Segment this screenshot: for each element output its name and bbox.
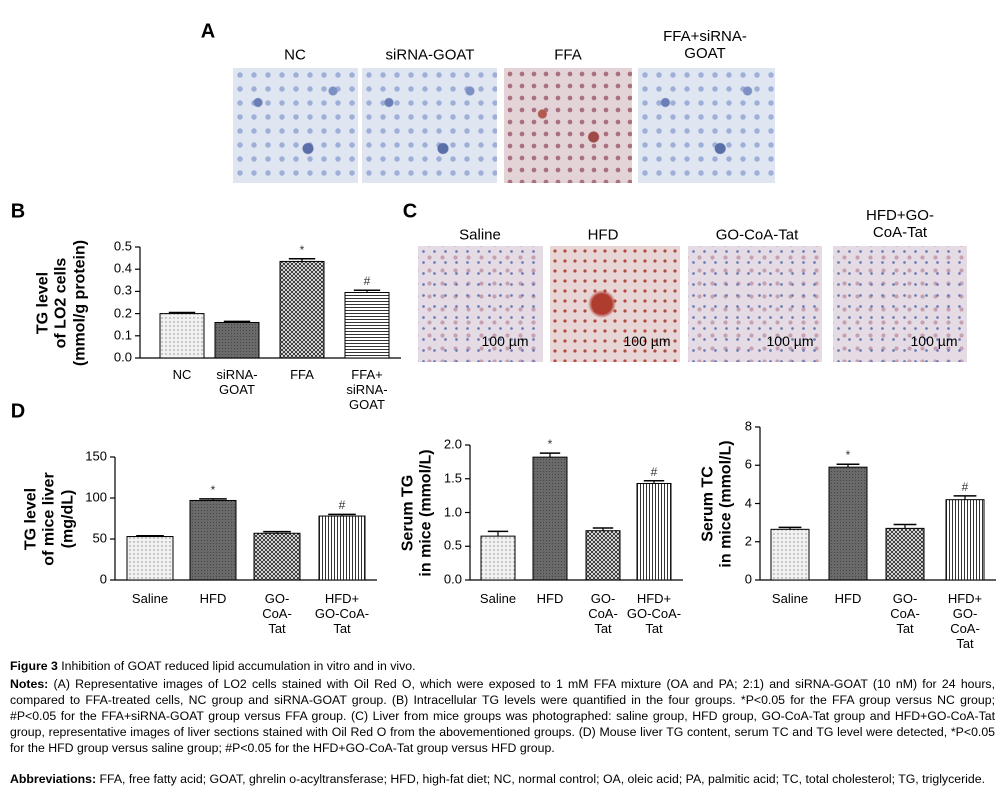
x-tick-label: Saline (131, 591, 169, 606)
caption-text: Inhibition of GOAT reduced lipid accumul… (61, 659, 416, 673)
x-tick-label: FFA (290, 367, 314, 382)
y-tick-label: 0.0 (113, 349, 132, 365)
significance-marker: * (299, 242, 305, 257)
caption-text: (A) Representative images of LO2 cells s… (10, 677, 995, 755)
y-tick-label: 0.4 (113, 260, 132, 276)
significance-marker: # (363, 274, 371, 289)
micrograph (418, 246, 543, 362)
y-axis-label: Serum TC in mice (mmol/L) (699, 439, 735, 568)
scale-bar-label: 100 µm (481, 332, 529, 349)
x-tick-label: HFD+ GO-CoA- Tat (626, 591, 682, 636)
bar (885, 527, 925, 581)
bar (770, 528, 810, 581)
y-tick-label: 0.1 (113, 327, 132, 343)
caption-text: Notes: (10, 677, 49, 691)
x-tick-label: FFA+ siRNA- GOAT (346, 367, 388, 412)
bar (189, 499, 237, 581)
x-tick-label: HFD+ GO-CoA- Tat (947, 591, 983, 651)
image-label: GO-CoA-Tat (715, 226, 799, 244)
caption-paragraph: Figure 3 Inhibition of GOAT reduced lipi… (10, 658, 995, 674)
bar (214, 321, 260, 359)
caption-text: Figure 3 (10, 659, 58, 673)
x-tick-label: HFD (536, 591, 564, 606)
panel-label: D (10, 400, 26, 423)
bar (253, 532, 301, 581)
bar (480, 535, 516, 581)
bar (318, 515, 366, 581)
significance-marker: * (547, 437, 553, 452)
bar (945, 499, 985, 581)
scale-bar-label: 100 µm (910, 332, 958, 349)
y-tick-label: 1.5 (443, 470, 462, 486)
x-tick-label: NC (172, 367, 192, 382)
x-tick-label: GO- CoA- Tat (890, 591, 920, 636)
image-label: FFA (554, 46, 582, 64)
significance-marker: * (845, 448, 851, 463)
y-tick-label: 6 (744, 456, 752, 472)
caption-paragraph: Notes: (A) Representative images of LO2 … (10, 676, 995, 756)
significance-marker: * (210, 482, 216, 497)
y-tick-label: 0.5 (443, 537, 462, 553)
image-label: siRNA-GOAT (385, 46, 475, 64)
x-tick-label: GO- CoA- Tat (262, 591, 292, 636)
bar (126, 536, 174, 581)
x-tick-label: Saline (479, 591, 517, 606)
bar (532, 456, 568, 581)
bar (636, 482, 672, 581)
y-tick-label: 8 (744, 418, 752, 434)
bar (828, 466, 868, 581)
x-tick-label: GO- CoA- Tat (588, 591, 618, 636)
micrograph (638, 68, 775, 183)
scale-bar-label: 100 µm (766, 332, 814, 349)
y-tick-label: 4 (744, 495, 752, 511)
scale-bar-label: 100 µm (623, 332, 671, 349)
micrograph (833, 246, 967, 362)
panel-label: A (200, 20, 216, 43)
significance-marker: # (650, 464, 658, 479)
y-axis-label: Serum TG in mice (mmol/L) (399, 448, 435, 577)
y-tick-label: 0.2 (113, 305, 132, 321)
image-label: FFA+siRNA- GOAT (663, 27, 747, 62)
x-tick-label: HFD (199, 591, 227, 606)
micrograph (504, 68, 632, 183)
y-axis-label: TG level of mice liver (mg/dL) (22, 471, 77, 566)
x-tick-label: Saline (771, 591, 809, 606)
x-tick-label: HFD (834, 591, 862, 606)
y-tick-label: 2.0 (443, 436, 462, 452)
y-axis-label: TG level of LO2 cells (mmol/g protein) (34, 239, 89, 366)
x-tick-label: siRNA- GOAT (216, 367, 258, 397)
x-tick-label: HFD+ GO-CoA- Tat (314, 591, 370, 636)
caption-paragraph: Abbreviations: FFA, free fatty acid; GOA… (10, 771, 995, 787)
y-tick-label: 150 (85, 448, 107, 464)
image-label: HFD+GO- CoA-Tat (866, 206, 934, 241)
y-tick-label: 0 (744, 571, 752, 587)
micrograph (233, 68, 358, 183)
y-tick-label: 2 (744, 533, 752, 549)
caption-text: Abbreviations: (10, 772, 97, 786)
y-tick-label: 0 (99, 571, 107, 587)
y-tick-label: 50 (92, 530, 107, 546)
micrograph (550, 246, 680, 362)
y-tick-label: 100 (85, 489, 107, 505)
bar (344, 292, 390, 359)
significance-marker: # (961, 479, 969, 494)
bar (159, 313, 205, 359)
y-tick-label: 1.0 (443, 504, 462, 520)
micrograph (362, 68, 497, 183)
y-tick-label: 0.3 (113, 282, 132, 298)
panel-label: C (402, 200, 418, 223)
bar (279, 260, 325, 359)
bar (585, 530, 621, 581)
image-label: Saline (459, 226, 501, 244)
panel-label: B (10, 200, 26, 223)
image-label: NC (284, 46, 306, 64)
micrograph (688, 246, 822, 362)
caption-text: FFA, free fatty acid; GOAT, ghrelin o-ac… (99, 772, 985, 786)
significance-marker: # (338, 498, 346, 513)
y-tick-label: 0.5 (113, 238, 132, 254)
image-label: HFD (587, 226, 619, 244)
y-tick-label: 0.0 (443, 571, 462, 587)
